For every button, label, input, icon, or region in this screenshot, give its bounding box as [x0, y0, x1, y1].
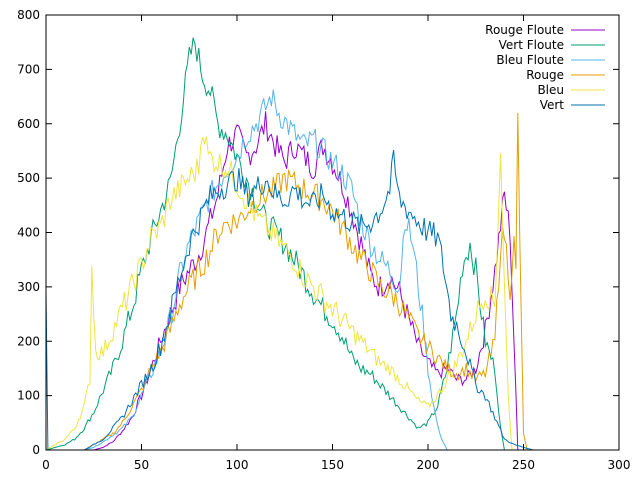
x-tick-label: 300	[608, 458, 631, 472]
legend-label: Bleu	[537, 83, 564, 97]
x-tick-label: 250	[512, 458, 535, 472]
x-tick-label: 150	[321, 458, 344, 472]
series-line-2	[45, 37, 619, 451]
legend-label: Vert Floute	[499, 38, 564, 52]
y-tick-label: 200	[17, 334, 40, 348]
x-axis: 0 50 100 150 200 250 300	[42, 15, 630, 472]
legend-label: Rouge	[526, 68, 564, 82]
legend-label: Rouge Floute	[485, 23, 564, 37]
x-tick-label: 0	[42, 458, 50, 472]
legend-label: Vert	[540, 98, 565, 112]
y-axis: 0 100 200 300 400 500 600 700 800	[17, 8, 619, 457]
y-tick-label: 500	[17, 171, 40, 185]
y-tick-label: 800	[17, 8, 40, 22]
series-line-3	[46, 89, 619, 451]
y-tick-label: 600	[17, 117, 40, 131]
x-tick-label: 200	[417, 458, 440, 472]
x-tick-label: 100	[226, 458, 249, 472]
series-line-4	[46, 112, 619, 451]
y-tick-label: 0	[32, 443, 40, 457]
y-tick-label: 400	[17, 226, 40, 240]
y-tick-label: 700	[17, 62, 40, 76]
y-tick-label: 100	[17, 389, 40, 403]
series-line-6	[45, 149, 619, 451]
y-tick-label: 300	[17, 280, 40, 294]
series-layer	[45, 37, 619, 451]
series-line-1	[46, 111, 619, 451]
x-tick-label: 50	[134, 458, 149, 472]
legend-label: Bleu Floute	[496, 53, 564, 67]
